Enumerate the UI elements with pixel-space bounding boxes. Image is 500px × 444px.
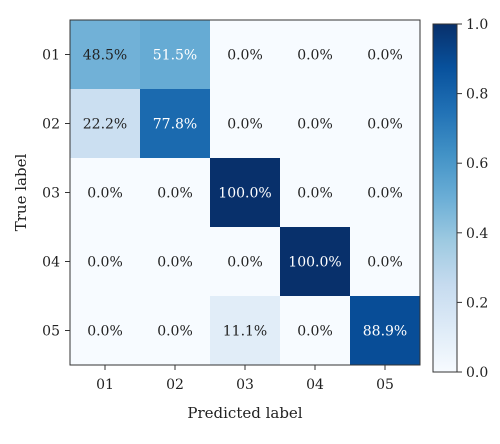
cell-value-label: 100.0% bbox=[288, 255, 341, 271]
cell-value-label: 77.8% bbox=[153, 117, 197, 133]
heatmap-cell bbox=[210, 296, 280, 365]
heatmap-cell bbox=[350, 89, 420, 158]
cell-value-label: 0.0% bbox=[157, 324, 193, 340]
heatmap-cell bbox=[350, 20, 420, 89]
colorbar-tick-label: 0.2 bbox=[466, 295, 488, 311]
heatmap-cell bbox=[70, 158, 140, 227]
heatmap-cell bbox=[280, 227, 350, 296]
y-tick-label: 01 bbox=[42, 48, 60, 64]
cell-value-label: 0.0% bbox=[227, 48, 263, 64]
heatmap-cell bbox=[70, 227, 140, 296]
colorbar-tick-label: 0.0 bbox=[466, 365, 488, 381]
heatmap-cell bbox=[140, 89, 210, 158]
heatmap-cell bbox=[280, 89, 350, 158]
heatmap-cell bbox=[280, 20, 350, 89]
colorbar-tick-label: 0.6 bbox=[466, 156, 488, 172]
y-tick-label: 03 bbox=[42, 186, 60, 202]
heatmap-cell bbox=[210, 158, 280, 227]
cell-value-label: 11.1% bbox=[223, 324, 267, 340]
cell-value-label: 51.5% bbox=[153, 48, 197, 64]
y-tick-label: 04 bbox=[42, 255, 60, 271]
y-tick-label: 02 bbox=[42, 117, 60, 133]
cell-value-label: 48.5% bbox=[83, 48, 127, 64]
heatmap-cell bbox=[140, 227, 210, 296]
heatmap-cell bbox=[210, 227, 280, 296]
cell-value-label: 88.9% bbox=[363, 324, 407, 340]
heatmap-cell bbox=[350, 296, 420, 365]
cell-value-label: 0.0% bbox=[227, 117, 263, 133]
cell-value-label: 0.0% bbox=[297, 48, 333, 64]
x-axis-label: Predicted label bbox=[187, 404, 302, 422]
x-tick-label: 02 bbox=[166, 377, 184, 393]
colorbar-tick-label: 0.8 bbox=[466, 87, 488, 103]
cell-value-label: 0.0% bbox=[227, 255, 263, 271]
cell-value-label: 0.0% bbox=[297, 117, 333, 133]
y-tick-label: 05 bbox=[42, 324, 60, 340]
heatmap-cell bbox=[70, 89, 140, 158]
heatmap-cell bbox=[70, 20, 140, 89]
cell-value-label: 0.0% bbox=[367, 255, 403, 271]
heatmap-cell bbox=[280, 296, 350, 365]
colorbar-tick-label: 1.0 bbox=[466, 17, 488, 33]
heatmap-cell bbox=[210, 89, 280, 158]
x-tick-label: 05 bbox=[376, 377, 394, 393]
cell-value-label: 0.0% bbox=[87, 255, 123, 271]
heatmap-cell bbox=[140, 296, 210, 365]
heatmap-cell bbox=[350, 227, 420, 296]
y-axis-label: True label bbox=[12, 154, 30, 232]
heatmap-cell bbox=[140, 158, 210, 227]
x-tick-label: 04 bbox=[306, 377, 324, 393]
cell-value-label: 22.2% bbox=[83, 117, 127, 133]
heatmap-cell bbox=[280, 158, 350, 227]
colorbar bbox=[432, 23, 458, 373]
cell-value-label: 0.0% bbox=[367, 117, 403, 133]
heatmap-cell bbox=[210, 20, 280, 89]
heatmap-cell bbox=[140, 20, 210, 89]
colorbar-tick-label: 0.4 bbox=[466, 226, 488, 242]
cell-value-label: 100.0% bbox=[218, 186, 271, 202]
cell-value-label: 0.0% bbox=[87, 324, 123, 340]
heatmap-cell bbox=[350, 158, 420, 227]
cell-value-label: 0.0% bbox=[297, 186, 333, 202]
x-tick-label: 03 bbox=[236, 377, 254, 393]
cell-value-label: 0.0% bbox=[297, 324, 333, 340]
cell-value-label: 0.0% bbox=[157, 255, 193, 271]
heatmap-cell bbox=[70, 296, 140, 365]
cell-value-label: 0.0% bbox=[367, 186, 403, 202]
x-tick-label: 01 bbox=[96, 377, 114, 393]
cell-value-label: 0.0% bbox=[157, 186, 193, 202]
cell-value-label: 0.0% bbox=[367, 48, 403, 64]
cell-value-label: 0.0% bbox=[87, 186, 123, 202]
